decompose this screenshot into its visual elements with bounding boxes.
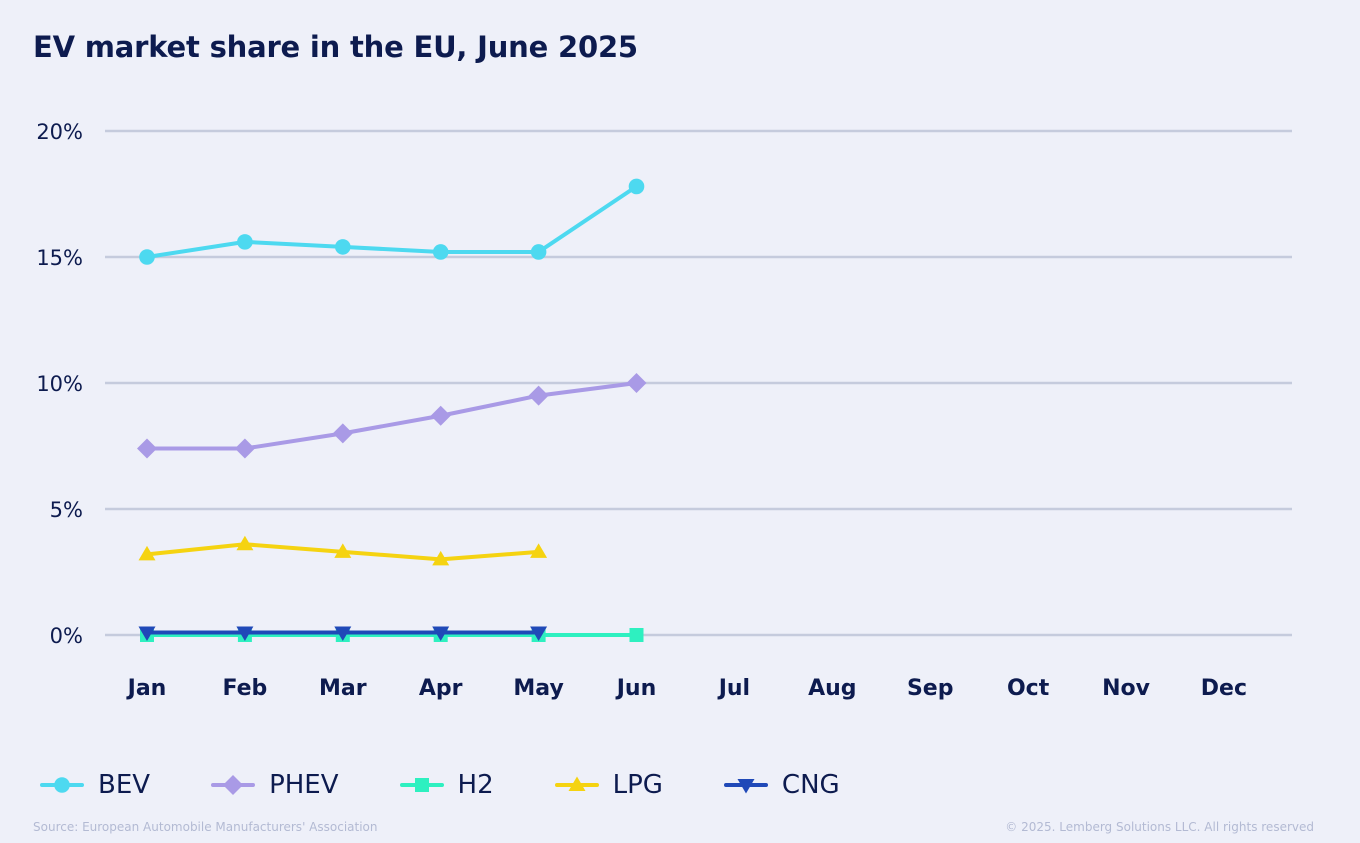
legend-item-lpg: LPG <box>554 770 663 800</box>
point-phev-apr <box>430 405 451 426</box>
x-tick-label: Oct <box>1007 676 1050 701</box>
legend-marker-phev <box>223 775 244 795</box>
series-lpg <box>138 535 548 566</box>
y-axis-ticks: 0% 5% 10% 15% 20% <box>36 120 83 648</box>
x-tick-label: Jan <box>126 676 167 701</box>
point-bev-feb <box>237 234 253 250</box>
point-phev-mar <box>332 423 353 444</box>
legend-item-cng: CNG <box>723 770 840 800</box>
x-axis-ticks: Jan Feb Mar Apr May Jun Jul Aug Sep Oct Nov Dec <box>126 676 1247 701</box>
point-cng-may <box>530 626 548 641</box>
point-h2-jun <box>629 628 644 642</box>
point-phev-jan <box>137 438 157 459</box>
x-tick-label: Apr <box>419 676 463 701</box>
point-lpg-may <box>530 543 548 558</box>
point-phev-may <box>528 385 549 406</box>
legend-swatch-cng <box>723 779 768 794</box>
chart-title: EV market share in the EU, June 2025 <box>33 30 638 64</box>
point-lpg-mar <box>334 543 352 558</box>
point-bev-mar <box>335 239 351 255</box>
x-tick-label: May <box>513 676 563 701</box>
legend-swatch-h2 <box>399 778 444 792</box>
point-lpg-apr <box>432 550 450 566</box>
legend-item-h2: H2 <box>399 770 494 800</box>
legend-label-h2: H2 <box>457 770 494 800</box>
legend-marker-h2 <box>414 778 429 792</box>
legend: BEV PHEV H2 LPG CNG <box>40 763 901 807</box>
y-tick-label: 20% <box>36 120 83 144</box>
point-cng-mar <box>334 626 352 641</box>
series-h2 <box>140 628 644 642</box>
legend-label-bev: BEV <box>98 770 151 800</box>
point-bev-may <box>530 244 547 260</box>
legend-label-lpg: LPG <box>612 770 663 800</box>
copyright-note: © 2025. Lemberg Solutions LLC. All right… <box>1005 820 1314 834</box>
legend-marker-cng <box>737 779 755 794</box>
series-phev <box>137 373 647 459</box>
series-line-phev <box>145 381 639 451</box>
point-bev-apr <box>432 244 449 260</box>
y-tick-label: 10% <box>36 372 83 396</box>
gridlines <box>105 129 1292 637</box>
legend-item-phev: PHEV <box>211 770 339 800</box>
legend-marker-bev <box>54 777 70 793</box>
x-tick-label: Aug <box>808 676 856 701</box>
legend-item-bev: BEV <box>40 770 150 800</box>
series-layer <box>137 178 647 642</box>
point-phev-jun <box>626 373 647 393</box>
legend-label-phev: PHEV <box>269 770 339 800</box>
legend-swatch-bev <box>40 777 84 793</box>
series-bev <box>139 178 645 265</box>
x-tick-label: Feb <box>222 676 267 701</box>
point-lpg-jan <box>138 545 156 561</box>
x-tick-label: Nov <box>1102 676 1151 701</box>
y-tick-label: 5% <box>50 498 83 522</box>
source-note: Source: European Automobile Manufacturer… <box>33 820 378 834</box>
point-phev-feb <box>234 438 255 459</box>
x-tick-label: Sep <box>907 676 954 701</box>
legend-swatch-lpg <box>554 776 599 791</box>
point-cng-feb <box>236 626 254 641</box>
x-tick-label: Jul <box>717 676 750 701</box>
legend-swatch-phev <box>211 775 256 795</box>
x-tick-label: Dec <box>1201 676 1247 701</box>
point-bev-jun <box>628 178 645 195</box>
x-tick-label: Jun <box>615 676 657 701</box>
legend-marker-lpg <box>568 776 586 791</box>
point-cng-jan <box>138 626 156 641</box>
point-cng-apr <box>432 626 450 641</box>
series-line-bev <box>145 184 639 259</box>
legend-label-cng: CNG <box>781 770 840 800</box>
point-lpg-feb <box>236 535 254 551</box>
series-cng <box>138 626 548 641</box>
y-tick-label: 15% <box>36 246 83 270</box>
point-bev-jan <box>139 249 155 265</box>
x-tick-label: Mar <box>319 676 367 701</box>
y-tick-label: 0% <box>50 624 83 648</box>
